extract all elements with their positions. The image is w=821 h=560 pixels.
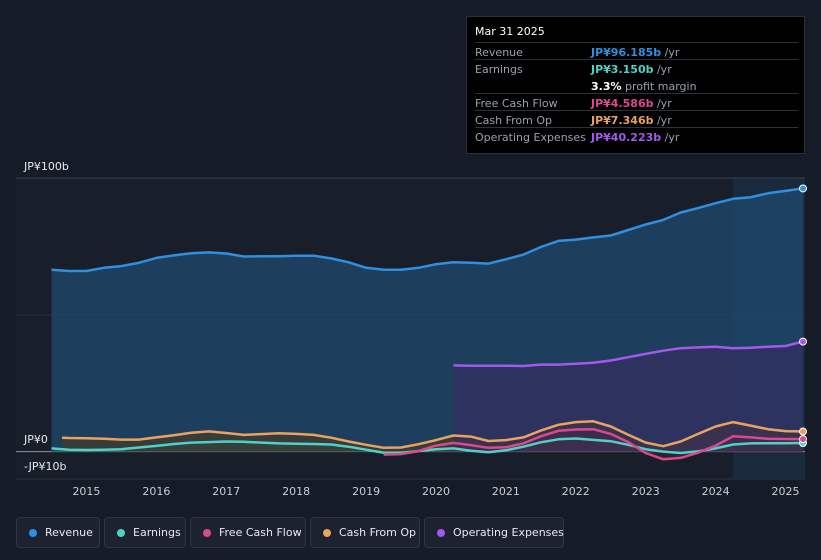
- legend-label: Earnings: [133, 526, 181, 539]
- tooltip-row-revenue: Revenue JP¥96.185b /yr: [475, 42, 798, 60]
- series-line-earnings: [51, 437, 804, 455]
- tooltip-row-cfo: Cash From Op JP¥7.346b /yr: [475, 110, 798, 128]
- legend-item-operating-expenses[interactable]: Operating Expenses: [424, 517, 564, 548]
- series-line-opex: [453, 340, 804, 368]
- x-tick-label: 2017: [212, 485, 240, 498]
- tooltip-label: Cash From Op: [475, 114, 553, 127]
- legend-label: Operating Expenses: [453, 526, 564, 539]
- x-tick-label: 2015: [72, 485, 100, 498]
- tooltip-row-margin: 3.3% profit margin: [475, 76, 798, 94]
- tooltip-label: Earnings: [475, 63, 523, 76]
- series-endpoint-revenue: [799, 184, 807, 193]
- series-endpoint-opex: [799, 337, 807, 346]
- y-axis-bottom-label: -JP¥10b: [24, 460, 67, 473]
- x-tick-label: 2022: [562, 485, 590, 498]
- legend-dot-icon: [29, 529, 37, 537]
- legend-label: Cash From Op: [339, 526, 417, 539]
- series-endpoint-fcf: [799, 435, 807, 444]
- tooltip-row-opex: Operating Expenses JP¥40.223b /yr: [475, 127, 798, 145]
- tooltip-row-earnings: Earnings JP¥3.150b /yr: [475, 59, 798, 77]
- legend-label: Revenue: [45, 526, 93, 539]
- tooltip-value: JP¥40.223b /yr: [591, 131, 680, 144]
- tooltip-label: Revenue: [475, 46, 523, 59]
- legend-dot-icon: [203, 529, 211, 537]
- legend-dot-icon: [437, 529, 445, 537]
- legend-label: Free Cash Flow: [219, 526, 302, 539]
- tooltip-value: 3.3% profit margin: [591, 80, 697, 93]
- tooltip-date: Mar 31 2025: [475, 25, 545, 38]
- x-tick-label: 2021: [492, 485, 520, 498]
- legend-item-earnings[interactable]: Earnings: [104, 517, 186, 548]
- tooltip-value: JP¥4.586b /yr: [591, 97, 672, 110]
- series-line-revenue: [51, 187, 804, 273]
- tooltip-row-fcf: Free Cash Flow JP¥4.586b /yr: [475, 93, 798, 111]
- x-tick-label: 2018: [282, 485, 310, 498]
- legend-item-cash-from-op[interactable]: Cash From Op: [310, 517, 420, 548]
- tooltip-label: Free Cash Flow: [475, 97, 558, 110]
- tooltip-label: Operating Expenses: [475, 131, 586, 144]
- legend-dot-icon: [117, 529, 125, 537]
- series-endpoint-cfo: [799, 427, 807, 436]
- y-axis-zero-label: JP¥0: [24, 433, 48, 446]
- tooltip-value: JP¥3.150b /yr: [591, 63, 672, 76]
- legend-item-revenue[interactable]: Revenue: [16, 517, 100, 548]
- legend-item-free-cash-flow[interactable]: Free Cash Flow: [190, 517, 306, 548]
- x-tick-label: 2019: [352, 485, 380, 498]
- series-line-cfo: [61, 420, 804, 450]
- x-tick-label: 2020: [422, 485, 450, 498]
- tooltip-value: JP¥96.185b /yr: [591, 46, 680, 59]
- x-tick-label: 2016: [142, 485, 170, 498]
- data-tooltip: Mar 31 2025 Revenue JP¥96.185b /yr Earni…: [466, 16, 805, 154]
- y-axis-top-label: JP¥100b: [24, 160, 69, 173]
- series-line-fcf: [383, 427, 804, 461]
- x-tick-label: 2025: [772, 485, 800, 498]
- x-tick-label: 2024: [702, 485, 730, 498]
- x-tick-label: 2023: [632, 485, 660, 498]
- legend-dot-icon: [323, 529, 331, 537]
- tooltip-value: JP¥7.346b /yr: [591, 114, 672, 127]
- series-area-opex: [453, 341, 803, 452]
